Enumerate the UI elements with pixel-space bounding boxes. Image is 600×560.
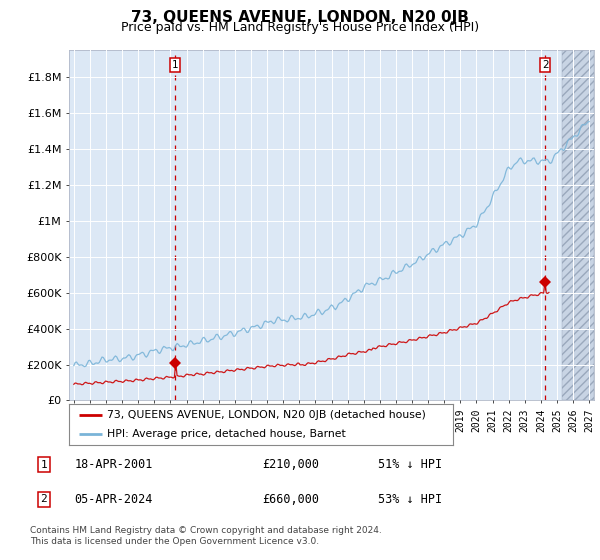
Text: 2: 2: [40, 494, 47, 505]
Text: £210,000: £210,000: [262, 458, 319, 471]
Text: £660,000: £660,000: [262, 493, 319, 506]
Text: 2: 2: [542, 60, 548, 70]
Text: Contains HM Land Registry data © Crown copyright and database right 2024.
This d: Contains HM Land Registry data © Crown c…: [30, 526, 382, 546]
Text: Price paid vs. HM Land Registry's House Price Index (HPI): Price paid vs. HM Land Registry's House …: [121, 21, 479, 34]
Text: 18-APR-2001: 18-APR-2001: [74, 458, 152, 471]
Text: 05-APR-2024: 05-APR-2024: [74, 493, 152, 506]
Text: 1: 1: [40, 460, 47, 470]
Text: 1: 1: [172, 60, 178, 70]
Text: 73, QUEENS AVENUE, LONDON, N20 0JB: 73, QUEENS AVENUE, LONDON, N20 0JB: [131, 10, 469, 25]
Text: 73, QUEENS AVENUE, LONDON, N20 0JB (detached house): 73, QUEENS AVENUE, LONDON, N20 0JB (deta…: [107, 410, 426, 421]
Bar: [562, 50, 594, 400]
Text: 53% ↓ HPI: 53% ↓ HPI: [378, 493, 442, 506]
Text: 51% ↓ HPI: 51% ↓ HPI: [378, 458, 442, 471]
Text: HPI: Average price, detached house, Barnet: HPI: Average price, detached house, Barn…: [107, 429, 346, 439]
